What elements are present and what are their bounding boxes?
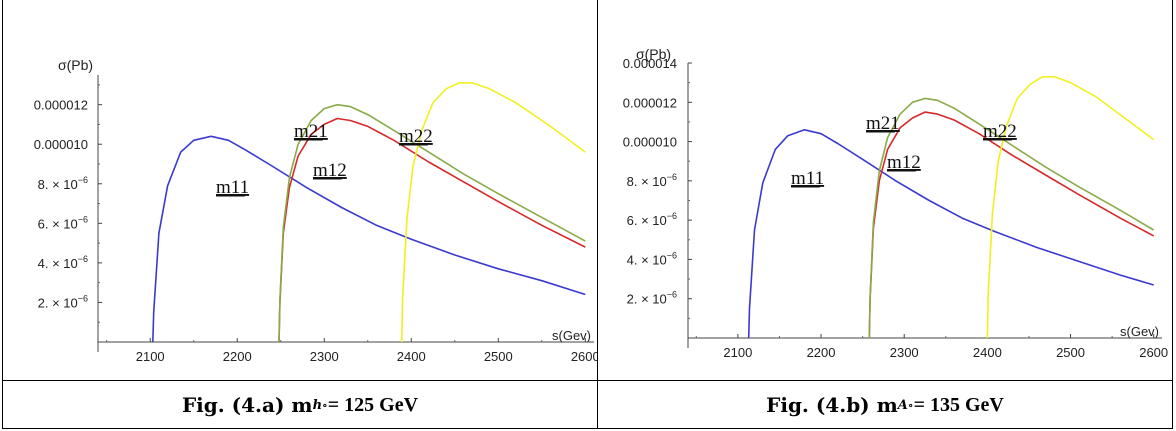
y-tick-label-exponent: −6	[667, 172, 677, 182]
caption-a-prefix: Fig. (4.a) m	[181, 393, 313, 417]
caption-a-sub: h	[312, 397, 323, 413]
y-tick-label-exponent: −6	[78, 254, 88, 264]
x-tick-label: 2100	[723, 345, 752, 360]
series-line-m11	[747, 129, 1154, 339]
y-tick-label-base: 6. × 10	[38, 216, 78, 231]
x-tick-label: 2600	[1139, 345, 1168, 360]
series-line-m22	[400, 82, 586, 343]
y-tick-label-exponent: −6	[78, 175, 88, 185]
y-tick-label: 8. × 10−6	[38, 175, 88, 192]
y-tick-label-base: 8. × 10	[627, 174, 667, 189]
x-tick-label: 2600	[571, 349, 597, 364]
caption-b-suffix: = 135 GeV	[913, 393, 1004, 416]
x-tick-label: 2500	[484, 349, 513, 364]
y-tick-label: 2. × 10−6	[627, 290, 677, 307]
annotation-m12: m12	[313, 160, 347, 181]
chart-panel-a: 2100 2200 2300 2400 2500 2600 2. × 10−6 4. × 10…	[3, 0, 597, 380]
caption-b: Fig. (4.b) m A ∘ = 135 GeV	[598, 381, 1172, 429]
y-tick-label-exponent: −6	[78, 293, 88, 303]
annotation-m11: m11	[791, 168, 824, 189]
series-line-m22	[986, 76, 1155, 339]
y-tick-label-exponent: −6	[78, 214, 88, 224]
y-tick-label-base: 2. × 10	[38, 295, 78, 310]
series-line-m12	[278, 117, 586, 343]
x-tick-label: 2400	[973, 345, 1002, 360]
y-tick-label-base: 4. × 10	[627, 252, 667, 267]
y-tick-label-exponent: −6	[667, 290, 677, 300]
y-tick-label: 0.000012	[623, 95, 677, 110]
annotation-m22: m22	[399, 126, 433, 147]
caption-a-suffix: = 125 GeV	[327, 393, 419, 416]
x-tick-label: 2300	[890, 345, 919, 360]
caption-a-sup: ∘	[322, 398, 328, 412]
y-tick-label-base: 2. × 10	[627, 292, 667, 307]
caption-a: Fig. (4.a) m h ∘ = 125 GeV	[3, 381, 597, 429]
x-tick-label: 2100	[136, 349, 165, 364]
annotation-m12: m12	[887, 152, 921, 173]
annotation-m21: m21	[294, 121, 328, 142]
series-line-m21	[868, 97, 1155, 339]
y-tick-label-base: 8. × 10	[38, 177, 78, 192]
y-tick-label: 6. × 10−6	[38, 214, 88, 231]
y-axis-label: σ(Pb)	[58, 57, 93, 73]
y-tick-label: 0.000012	[34, 98, 88, 113]
panel-divider-vertical	[597, 0, 598, 429]
annotation-m22: m22	[983, 121, 1017, 142]
x-axis-label: s(Gev)	[552, 328, 591, 343]
caption-b-prefix: Fig. (4.b) m	[766, 393, 898, 417]
y-tick-label: 0.000010	[623, 135, 677, 150]
caption-divider-horizontal	[2, 380, 1173, 381]
chart-panel-b: 2100 2200 2300 2400 2500 2600 2. × 10−6 4. × 10…	[598, 0, 1172, 380]
annotation-m21: m21	[866, 113, 900, 134]
y-tick-label: 4. × 10−6	[627, 250, 677, 267]
caption-b-sub: A	[897, 397, 908, 413]
y-tick-label: 4. × 10−6	[38, 254, 88, 271]
x-tick-label: 2400	[397, 349, 426, 364]
x-tick-label: 2200	[807, 345, 836, 360]
x-tick-label: 2300	[310, 349, 339, 364]
y-axis-label: σ(Pb)	[636, 46, 671, 62]
series-line-m21	[278, 103, 586, 343]
y-tick-label-exponent: −6	[667, 211, 677, 221]
y-tick-label: 2. × 10−6	[38, 293, 88, 310]
x-axis-label: s(Gev)	[1120, 324, 1159, 339]
x-tick-label: 2500	[1056, 345, 1085, 360]
y-tick-label-base: 4. × 10	[38, 256, 78, 271]
caption-b-sup: ∘	[907, 398, 914, 412]
y-tick-label: 6. × 10−6	[627, 211, 677, 228]
y-tick-label: 8. × 10−6	[627, 172, 677, 189]
series-line-m11	[152, 135, 586, 343]
y-tick-label-base: 6. × 10	[627, 213, 667, 228]
annotation-m11: m11	[216, 177, 249, 198]
x-tick-label: 2200	[223, 349, 252, 364]
y-tick-label-exponent: −6	[667, 250, 677, 260]
series-line-m12	[868, 111, 1155, 339]
y-tick-label: 0.000014	[623, 56, 677, 71]
y-tick-label: 0.000010	[34, 137, 88, 152]
